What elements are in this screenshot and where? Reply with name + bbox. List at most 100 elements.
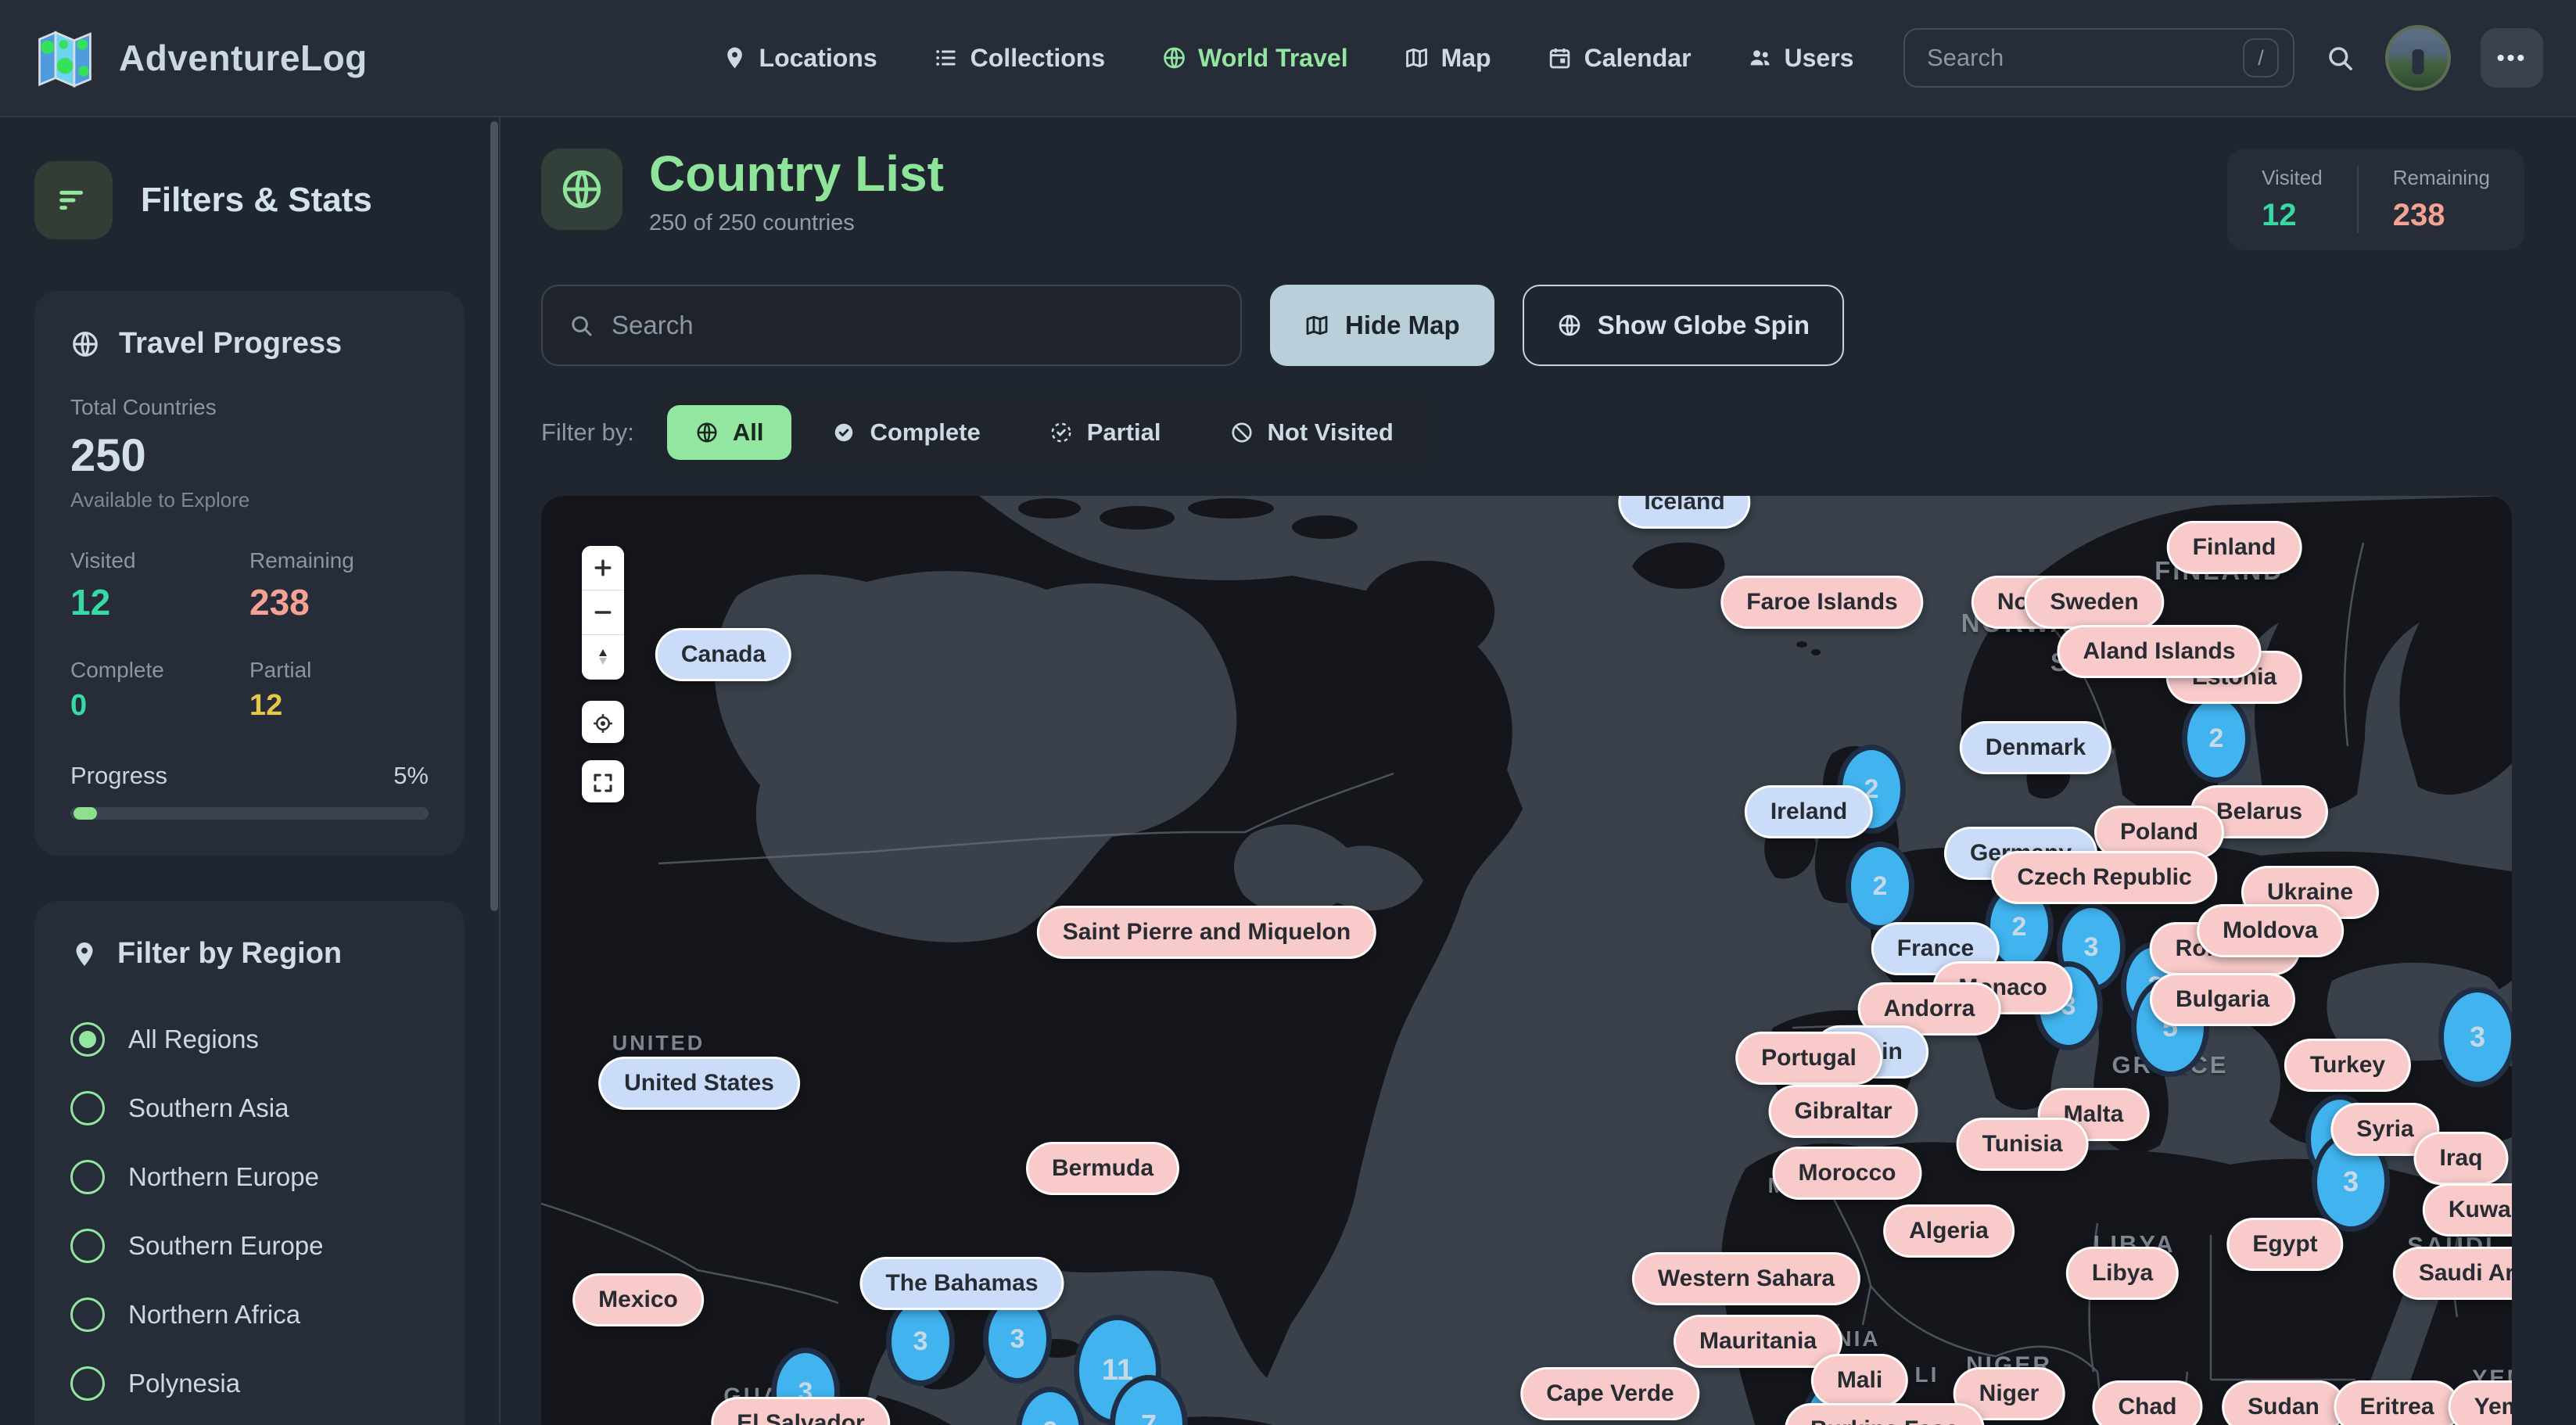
progress-row: Progress 5% [70,762,429,790]
country-pill-gibraltar[interactable]: Gibraltar [1768,1085,1918,1138]
radio-icon[interactable] [70,1229,105,1263]
nav-item-world-travel[interactable]: World Travel [1161,44,1348,73]
country-pill-portugal[interactable]: Portugal [1735,1032,1882,1085]
nav-item-collections[interactable]: Collections [934,44,1105,73]
filter-chip-partial[interactable]: Partial [1021,405,1189,460]
country-pill-tunisia[interactable]: Tunisia [1956,1118,2089,1171]
country-pill-saudi-arabia[interactable]: Saudi Arabia [2392,1247,2512,1300]
country-pill-yemen[interactable]: Yemen [2448,1380,2512,1425]
country-pill-saint-pierre-and-miquelon[interactable]: Saint Pierre and Miquelon [1036,906,1377,959]
map-cluster-2[interactable]: 2 [1846,842,1914,931]
country-pill-egypt[interactable]: Egypt [2226,1218,2344,1271]
filter-chip-not-visited[interactable]: Not Visited [1202,405,1422,460]
country-pill-turkey[interactable]: Turkey [2284,1039,2412,1092]
country-pill-el-salvador[interactable]: El Salvador [711,1397,891,1425]
nav-item-locations[interactable]: Locations [723,44,877,73]
country-pill-iraq[interactable]: Iraq [2413,1132,2509,1185]
country-pill-denmark[interactable]: Denmark [1959,721,2112,774]
country-pill-united-states[interactable]: United States [598,1057,800,1110]
country-pill-chad[interactable]: Chad [2092,1380,2203,1425]
radio-icon[interactable] [70,1298,105,1332]
nav-item-calendar[interactable]: Calendar [1548,44,1692,73]
country-pill-mauritania[interactable]: Mauritania [1673,1315,1843,1368]
map-cluster-2[interactable]: 2 [2182,694,2251,783]
nav-search[interactable]: / [1903,28,2294,88]
pin-icon [723,45,748,70]
map-cluster-3[interactable]: 3 [2438,987,2512,1087]
region-filter-card: Filter by Region All Regions Southern Asi… [34,901,465,1425]
travel-progress-title: Travel Progress [119,327,343,360]
country-pill-morocco[interactable]: Morocco [1772,1147,1922,1200]
country-pill-finland[interactable]: Finland [2166,521,2302,574]
country-search[interactable] [541,285,1242,366]
locate-button[interactable] [582,701,624,743]
fullscreen-button[interactable] [582,760,624,802]
region-option-northern-africa[interactable]: Northern Africa [70,1280,429,1349]
country-pill-kuwait[interactable]: Kuwait [2422,1183,2512,1237]
country-pill-czech-republic[interactable]: Czech Republic [1991,851,2218,904]
nav-item-map[interactable]: Map [1405,44,1491,73]
nav-search-input[interactable] [1927,44,2243,72]
region-option-northern-europe[interactable]: Northern Europe [70,1143,429,1211]
hide-map-button[interactable]: Hide Map [1270,285,1494,366]
header-stats-badge: Visited 12 Remaining 238 [2227,149,2524,250]
compass-button[interactable] [582,635,624,680]
radio-icon[interactable] [70,1366,105,1401]
country-pill-iceland[interactable]: Iceland [1618,496,1751,529]
country-pill-ukraine[interactable]: Ukraine [2241,866,2380,919]
country-pill-faroe-islands[interactable]: Faroe Islands [1720,576,1924,629]
country-pill-sweden[interactable]: Sweden [2024,576,2165,629]
remaining-value: 238 [249,582,310,623]
filter-chip-complete[interactable]: Complete [804,405,1008,460]
radio-icon[interactable] [70,1022,105,1057]
world-map[interactable]: FINLANDNORWAYSWEUNITEDSTATESGREECECUBAGU… [541,496,2512,1425]
avatar[interactable] [2385,25,2451,91]
search-icon[interactable] [2324,42,2355,74]
filter-chip-group: All Complete Partial Not Visited [658,397,1430,468]
calendar-icon [1548,45,1573,70]
zoom-out-button[interactable] [582,590,624,635]
country-pill-libya[interactable]: Libya [2065,1247,2180,1300]
show-globe-spin-button[interactable]: Show Globe Spin [1522,285,1845,366]
visited-stat: Visited 12 [70,548,249,623]
country-pill-cape-verde[interactable]: Cape Verde [1520,1367,1700,1420]
nav-right: / ••• [1903,25,2543,91]
sidebar-scrollbar[interactable] [490,121,498,911]
nav-item-users[interactable]: Users [1748,44,1853,73]
country-pill-eritrea[interactable]: Eritrea [2334,1380,2460,1425]
radio-icon[interactable] [70,1091,105,1125]
locate-icon [591,712,615,735]
map-cluster-3[interactable]: 3 [886,1297,955,1386]
filter-row: Filter by: All Complete Partial Not Visited [541,397,2524,468]
brand[interactable]: AdventureLog [33,26,368,90]
country-pill-the-bahamas[interactable]: The Bahamas [859,1257,1064,1310]
country-pill-moldova[interactable]: Moldova [2197,904,2344,957]
filter-chip-all[interactable]: All [666,405,792,460]
country-pill-mexico[interactable]: Mexico [572,1273,704,1326]
country-pill-mali[interactable]: Mali [1810,1354,1909,1407]
country-pill-canada[interactable]: Canada [655,628,792,681]
country-pill-burkina-faso[interactable]: Burkina Faso [1784,1403,1986,1425]
region-option-all-regions[interactable]: All Regions [70,1005,429,1074]
region-options: All Regions Southern Asia Northern Europe S… [70,1005,429,1425]
sidebar-title: Filters & Stats [141,181,372,219]
country-pill-bulgaria[interactable]: Bulgaria [2149,973,2296,1026]
country-pill-ireland[interactable]: Ireland [1744,785,1874,838]
radio-icon[interactable] [70,1160,105,1194]
map-zoom-controls [582,546,624,680]
country-pill-niger[interactable]: Niger [1953,1367,2065,1420]
more-menu-button[interactable]: ••• [2481,28,2543,88]
complete-value: 0 [70,689,88,722]
country-search-input[interactable] [612,310,1215,340]
region-option-polynesia[interactable]: Polynesia [70,1349,429,1418]
country-pill-algeria[interactable]: Algeria [1883,1204,2015,1258]
country-pill-bermuda[interactable]: Bermuda [1025,1142,1180,1195]
country-pill-western-sahara[interactable]: Western Sahara [1631,1252,1861,1305]
country-pill-aland-islands[interactable]: Aland Islands [2057,625,2262,678]
region-option-southern-asia[interactable]: Southern Asia [70,1074,429,1143]
zoom-in-button[interactable] [582,546,624,590]
region-option-middle-africa[interactable]: Middle Africa [70,1418,429,1425]
region-option-label: Polynesia [128,1369,241,1398]
region-option-southern-europe[interactable]: Southern Europe [70,1211,429,1280]
country-pill-sudan[interactable]: Sudan [2222,1380,2345,1425]
